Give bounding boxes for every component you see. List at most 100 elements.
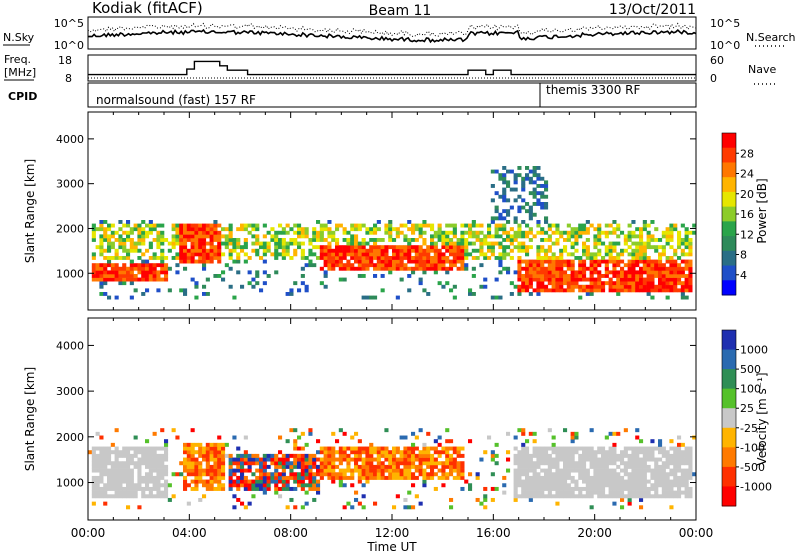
heatmap-cell <box>331 453 336 458</box>
heatmap-cell <box>194 230 199 235</box>
heatmap-cell <box>392 238 397 242</box>
heatmap-cell <box>312 497 317 502</box>
heatmap-cell <box>255 270 260 275</box>
heatmap-cell <box>365 248 370 253</box>
heatmap-cell <box>217 450 222 455</box>
heatmap-cell <box>612 241 617 246</box>
heatmap-cell <box>110 234 115 239</box>
heatmap-cell <box>631 259 636 264</box>
heatmap-cell <box>456 241 461 246</box>
heatmap-cell <box>380 475 385 480</box>
heatmap-cell <box>570 288 575 293</box>
heatmap-cell <box>395 475 400 480</box>
heatmap-cell <box>513 494 518 499</box>
heatmap-cell <box>589 479 594 484</box>
heatmap-cell <box>338 461 343 466</box>
heatmap-cell <box>297 472 302 477</box>
heatmap-cell <box>468 234 473 239</box>
heatmap-cell <box>654 227 659 232</box>
heatmap-cell <box>357 468 362 473</box>
heatmap-cell <box>623 241 628 246</box>
heatmap-cell <box>164 464 169 469</box>
heatmap-cell <box>437 227 442 232</box>
heatmap-cell <box>308 241 313 246</box>
heatmap-cell <box>673 446 678 451</box>
heatmap-cell <box>228 223 233 228</box>
heatmap-cell <box>464 256 469 260</box>
heatmap-cell <box>623 494 628 499</box>
heatmap-cell <box>137 468 142 473</box>
heatmap-cell <box>608 450 613 455</box>
heatmap-cell <box>91 468 96 473</box>
heatmap-cell <box>122 238 127 242</box>
heatmap-cell <box>608 248 613 253</box>
heatmap-cell <box>338 263 343 268</box>
heatmap-cell <box>126 505 131 510</box>
heatmap-cell <box>555 270 560 275</box>
heatmap-cell <box>141 238 146 242</box>
heatmap-cell <box>145 288 150 293</box>
colorbar-swatch <box>722 191 736 208</box>
heatmap-cell <box>392 259 397 264</box>
heatmap-cell <box>452 223 457 228</box>
heatmap-cell <box>217 472 222 477</box>
heatmap-cell <box>350 446 355 451</box>
heatmap-cell <box>589 284 594 289</box>
y-tick-label: 3000 <box>56 178 84 191</box>
heatmap-cell <box>395 256 400 260</box>
heatmap-cell <box>145 234 150 239</box>
heatmap-cell <box>217 457 222 462</box>
heatmap-cell <box>540 486 545 491</box>
heatmap-cell <box>589 274 594 278</box>
heatmap-cell <box>578 259 583 264</box>
heatmap-cell <box>202 245 207 250</box>
heatmap-cell <box>475 230 480 235</box>
heatmap-cell <box>532 212 537 217</box>
heatmap-cell <box>680 442 685 447</box>
heatmap-cell <box>616 494 621 499</box>
heatmap-cell <box>623 248 628 253</box>
heatmap-cell <box>677 435 682 440</box>
heatmap-cell <box>145 230 150 235</box>
heatmap-cell <box>266 483 271 488</box>
heatmap-cell <box>661 234 666 239</box>
heatmap-cell <box>593 457 598 462</box>
heatmap-cell <box>623 234 628 239</box>
heatmap-cell <box>650 263 655 268</box>
heatmap-cell <box>528 468 533 473</box>
heatmap-cell <box>194 248 199 253</box>
heatmap-cell <box>449 468 454 473</box>
heatmap-cell <box>373 230 378 235</box>
heatmap-cell <box>411 266 416 271</box>
heatmap-cell <box>399 453 404 458</box>
heatmap-cell <box>133 494 138 499</box>
heatmap-cell <box>126 486 131 491</box>
heatmap-cell <box>357 252 362 257</box>
heatmap-cell <box>403 435 408 440</box>
heatmap-cell <box>281 464 286 469</box>
heatmap-cell <box>369 295 374 300</box>
heatmap-cell <box>570 435 575 440</box>
heatmap-cell <box>422 241 427 246</box>
heatmap-cell <box>677 442 682 447</box>
heatmap-cell <box>407 266 412 271</box>
heatmap-cell <box>278 238 283 242</box>
heatmap-cell <box>373 227 378 232</box>
heatmap-cell <box>342 238 347 242</box>
heatmap-cell <box>122 241 127 246</box>
heatmap-cell <box>585 453 590 458</box>
heatmap-cell <box>99 248 104 253</box>
heatmap-cell <box>91 461 96 466</box>
heatmap-cell <box>570 284 575 289</box>
heatmap-cell <box>547 461 552 466</box>
heatmap-cell <box>414 245 419 250</box>
heatmap-cell <box>441 472 446 477</box>
heatmap-cell <box>384 256 389 260</box>
heatmap-cell <box>464 223 469 228</box>
heatmap-cell <box>574 238 579 242</box>
heatmap-cell <box>422 461 427 466</box>
heatmap-cell <box>354 238 359 242</box>
heatmap-cell <box>278 472 283 477</box>
heatmap-cell <box>171 223 176 228</box>
heatmap-cell <box>585 256 590 260</box>
